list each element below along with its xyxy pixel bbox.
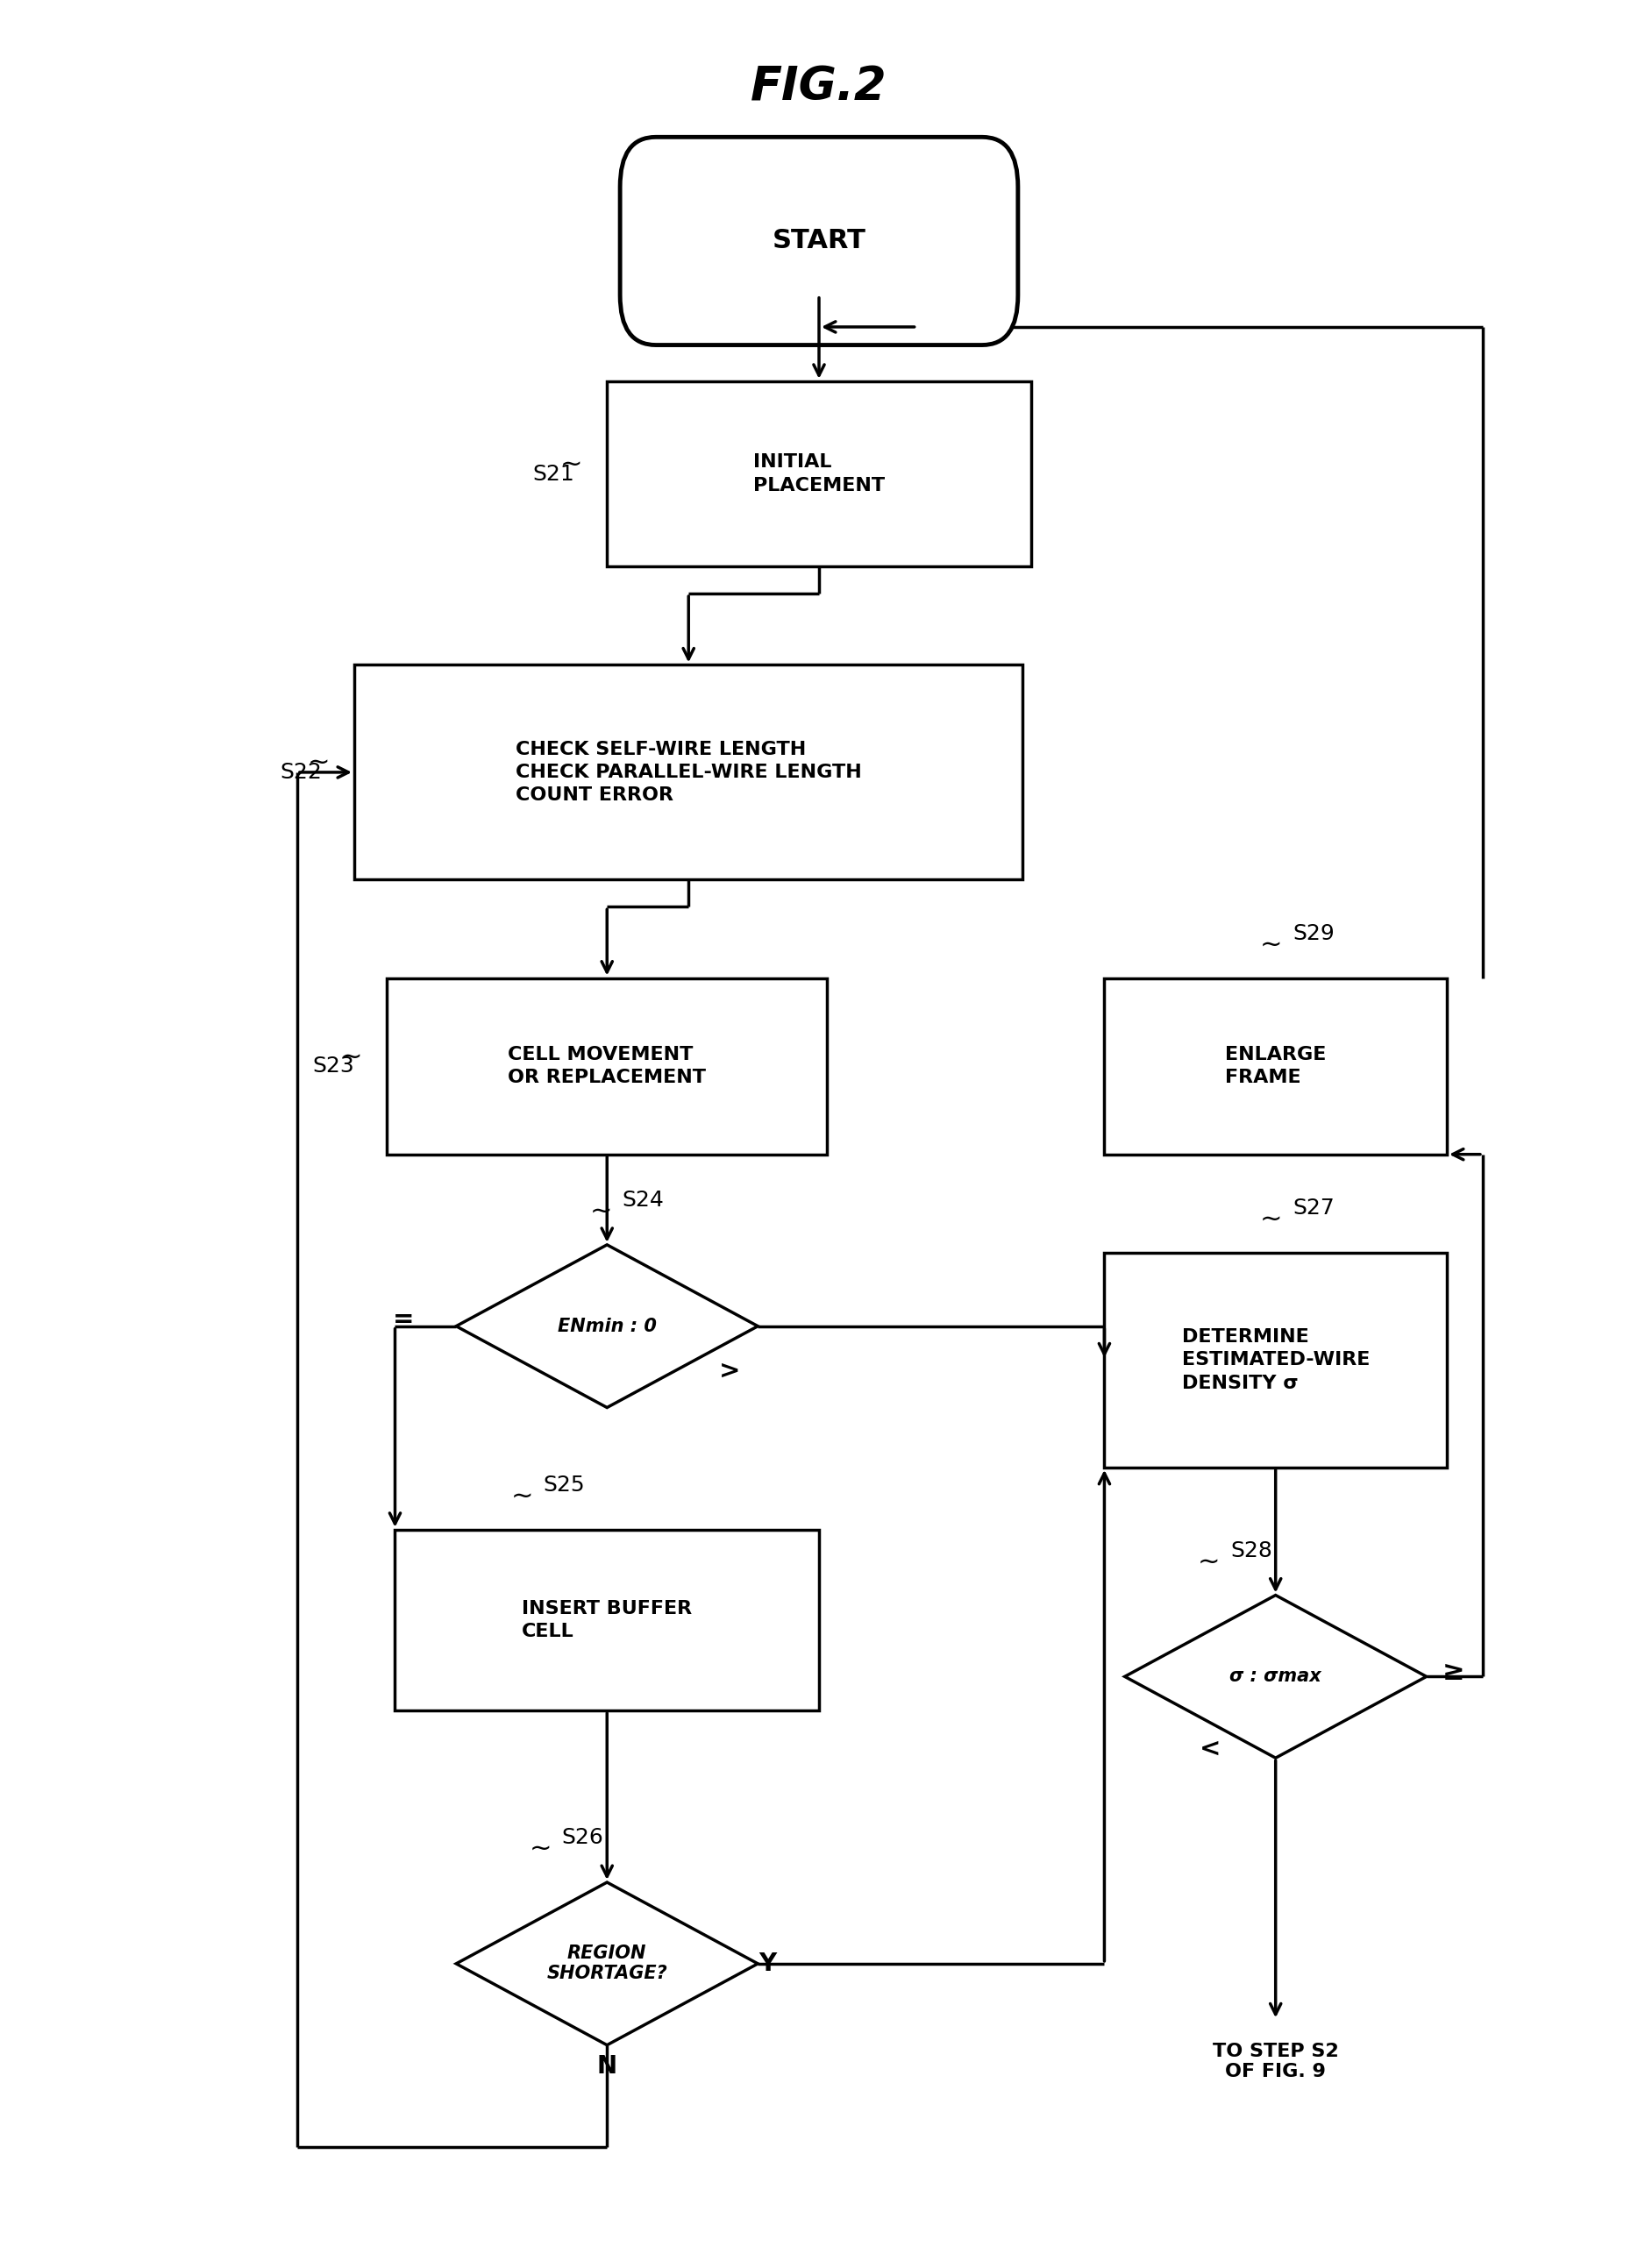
Text: <: < xyxy=(1199,1737,1220,1762)
Bar xyxy=(395,1529,819,1710)
Text: S24: S24 xyxy=(622,1191,663,1211)
Text: Y: Y xyxy=(758,1950,776,1975)
Text: =: = xyxy=(393,1306,414,1331)
Text: ENLARGE
FRAME: ENLARGE FRAME xyxy=(1225,1046,1327,1086)
Text: ~: ~ xyxy=(511,1483,532,1508)
Text: FIG.2: FIG.2 xyxy=(750,64,888,111)
Text: S26: S26 xyxy=(562,1828,604,1848)
Text: ENmin : 0: ENmin : 0 xyxy=(557,1318,657,1336)
Bar xyxy=(1104,978,1446,1154)
Text: ~: ~ xyxy=(1197,1549,1220,1574)
Text: S22: S22 xyxy=(280,762,321,782)
Text: ~: ~ xyxy=(529,1837,552,1862)
Polygon shape xyxy=(1125,1594,1427,1758)
Text: N: N xyxy=(596,2055,618,2080)
Text: S29: S29 xyxy=(1292,923,1335,943)
Text: S23: S23 xyxy=(313,1055,354,1077)
Text: ~: ~ xyxy=(1260,1207,1283,1232)
Bar xyxy=(387,978,827,1154)
Text: INSERT BUFFER
CELL: INSERT BUFFER CELL xyxy=(523,1599,693,1640)
Text: TO STEP S2
OF FIG. 9: TO STEP S2 OF FIG. 9 xyxy=(1212,2043,1338,2080)
Text: CHECK SELF-WIRE LENGTH
CHECK PARALLEL-WIRE LENGTH
COUNT ERROR: CHECK SELF-WIRE LENGTH CHECK PARALLEL-WI… xyxy=(516,739,862,805)
Text: START: START xyxy=(771,229,867,254)
Bar xyxy=(608,381,1030,567)
Polygon shape xyxy=(455,1245,758,1408)
Text: ~: ~ xyxy=(341,1046,362,1070)
Text: ~: ~ xyxy=(308,751,329,776)
Text: >: > xyxy=(719,1359,740,1383)
Text: DETERMINE
ESTIMATED-WIRE
DENSITY σ: DETERMINE ESTIMATED-WIRE DENSITY σ xyxy=(1181,1329,1369,1393)
Text: σ : σmax: σ : σmax xyxy=(1230,1667,1322,1685)
Text: CELL MOVEMENT
OR REPLACEMENT: CELL MOVEMENT OR REPLACEMENT xyxy=(508,1046,706,1086)
Text: INITIAL
PLACEMENT: INITIAL PLACEMENT xyxy=(753,454,885,494)
Text: S28: S28 xyxy=(1230,1540,1273,1560)
Polygon shape xyxy=(455,1882,758,2046)
Text: ~: ~ xyxy=(560,451,583,479)
Text: ~: ~ xyxy=(1260,932,1283,957)
Bar xyxy=(354,665,1022,880)
Text: S21: S21 xyxy=(532,463,575,485)
FancyBboxPatch shape xyxy=(621,136,1017,345)
Text: S27: S27 xyxy=(1292,1198,1335,1218)
Text: ≥: ≥ xyxy=(1441,1660,1464,1685)
Text: REGION
SHORTAGE?: REGION SHORTAGE? xyxy=(547,1944,667,1982)
Bar xyxy=(1104,1252,1446,1467)
Text: ~: ~ xyxy=(590,1200,613,1225)
Text: S25: S25 xyxy=(544,1474,585,1495)
